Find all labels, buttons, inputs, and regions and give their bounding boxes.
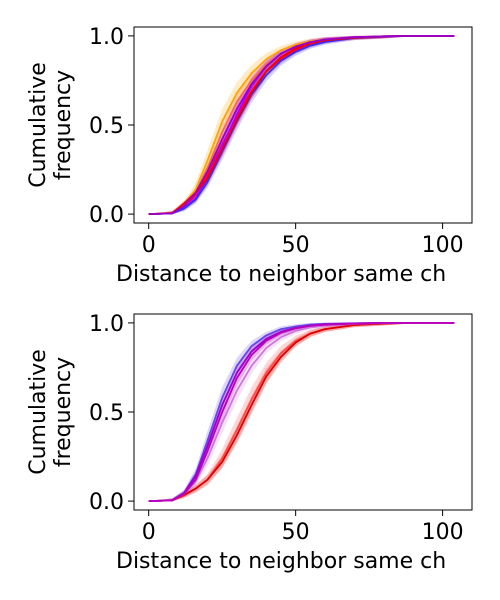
series-line-7 [148, 35, 455, 215]
y-axis-label: frequency [51, 70, 76, 180]
y-tick-label: 0.5 [89, 114, 124, 139]
chart-panel-2: 0 50 100 0.0 0.5 1.0 Distance to neighbor same… [26, 312, 473, 574]
x-tick-label: 0 [142, 520, 156, 545]
x-axis-label: Distance to neighbor same ch [116, 549, 446, 574]
x-axis-label: Distance to neighbor same ch [116, 262, 446, 287]
series-band-1 [148, 35, 455, 215]
series-line-2 [148, 322, 455, 502]
y-tick-label: 0.0 [89, 490, 124, 515]
x-tick-label: 50 [282, 520, 310, 545]
axes-frame [133, 313, 473, 511]
chart-panel-1: 0 50 100 0.0 0.5 1.0 Distance to neighbor same… [26, 25, 473, 287]
plot-area [148, 322, 455, 502]
x-tick-label: 100 [422, 520, 464, 545]
x-tick-label: 100 [422, 233, 464, 258]
y-tick-label: 1.0 [89, 25, 124, 50]
y-axis-label: Cumulative [26, 349, 51, 475]
axes-frame [133, 26, 473, 224]
y-tick-label: 0.0 [89, 203, 124, 228]
x-tick-label: 0 [142, 233, 156, 258]
x-tick-label: 50 [282, 233, 310, 258]
series-band-5 [148, 322, 455, 502]
y-axis-label: frequency [51, 357, 76, 467]
y-tick-label: 1.0 [89, 312, 124, 337]
series-line-6 [148, 322, 455, 502]
plot-area [148, 35, 455, 215]
y-axis-label: Cumulative [26, 62, 51, 188]
y-tick-label: 0.5 [89, 401, 124, 426]
